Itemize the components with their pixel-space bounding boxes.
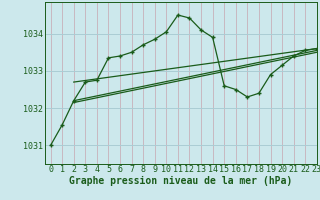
X-axis label: Graphe pression niveau de la mer (hPa): Graphe pression niveau de la mer (hPa) <box>69 176 292 186</box>
